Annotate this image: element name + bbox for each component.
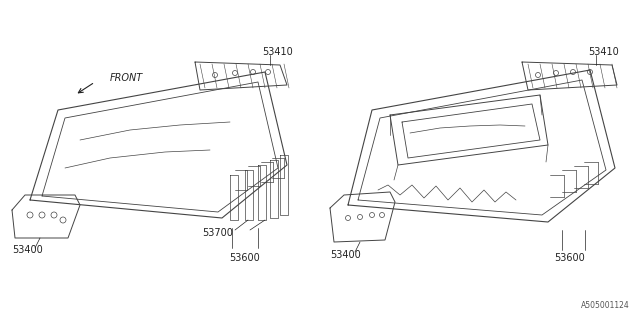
Text: 53400: 53400	[12, 245, 43, 255]
Text: FRONT: FRONT	[110, 73, 143, 83]
Text: 53410: 53410	[588, 47, 619, 57]
Text: 53400: 53400	[330, 250, 361, 260]
Text: 53700: 53700	[203, 228, 234, 238]
Text: 53410: 53410	[262, 47, 292, 57]
Text: 53600: 53600	[555, 253, 586, 263]
Text: 53600: 53600	[230, 253, 260, 263]
Text: A505001124: A505001124	[581, 301, 630, 310]
